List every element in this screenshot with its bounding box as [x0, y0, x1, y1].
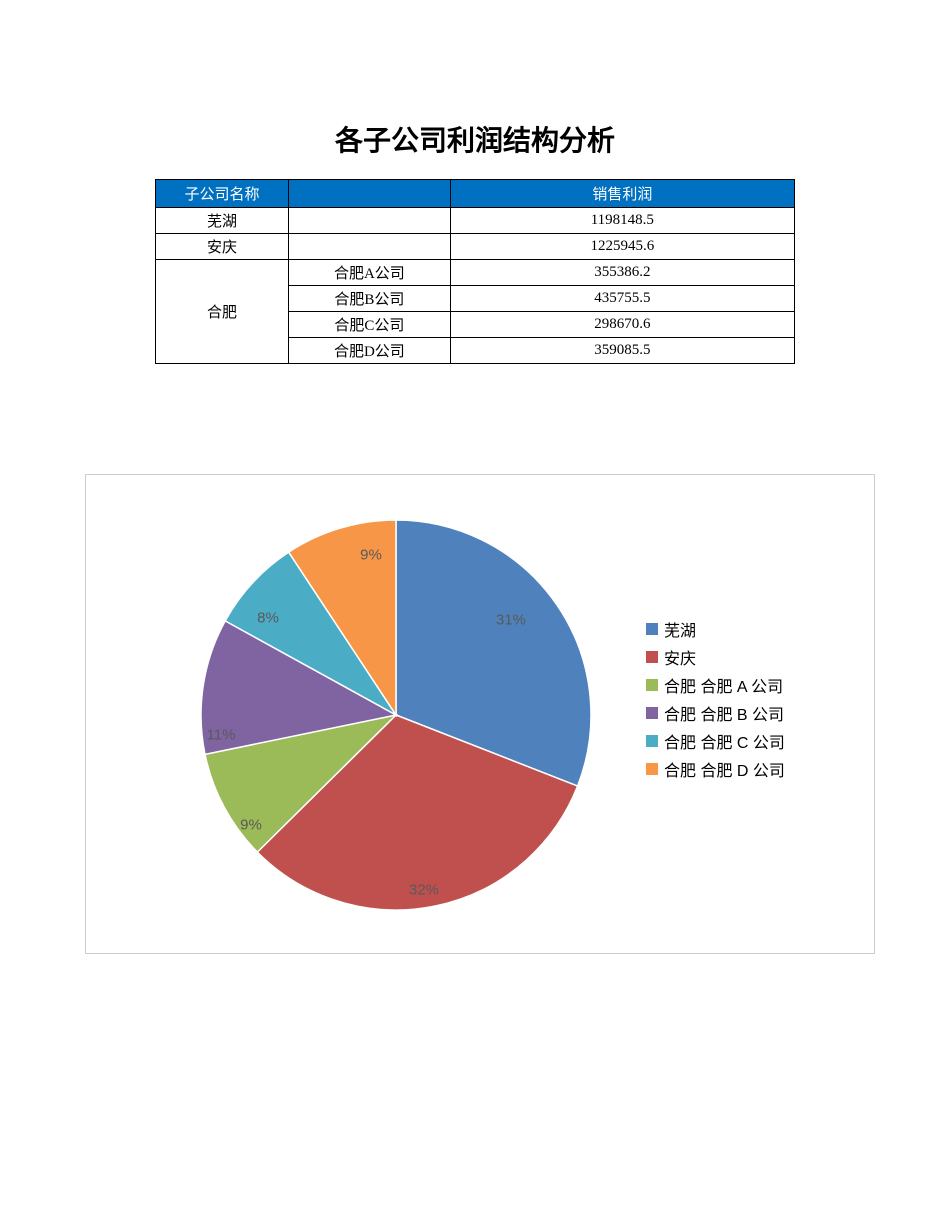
cell-sub: [289, 207, 451, 233]
legend-swatch: [646, 623, 658, 635]
legend-swatch: [646, 707, 658, 719]
cell-profit: 355386.2: [450, 259, 794, 285]
table-header-row: 子公司名称 销售利润: [156, 179, 795, 207]
col-header-profit: 销售利润: [450, 179, 794, 207]
cell-profit: 1198148.5: [450, 207, 794, 233]
legend-swatch: [646, 763, 658, 775]
cell-company: 芜湖: [156, 207, 289, 233]
cell-profit: 435755.5: [450, 285, 794, 311]
cell-sub: 合肥B公司: [289, 285, 451, 311]
cell-sub: 合肥D公司: [289, 337, 451, 363]
cell-sub: 合肥C公司: [289, 311, 451, 337]
legend-item: 合肥 合肥 A 公司: [646, 673, 785, 697]
slice-percent-label: 32%: [409, 881, 439, 898]
page-title: 各子公司利润结构分析: [0, 119, 950, 159]
cell-sub: 合肥A公司: [289, 259, 451, 285]
table-row: 合肥合肥A公司355386.2: [156, 259, 795, 285]
legend-item: 合肥 合肥 C 公司: [646, 729, 785, 753]
table-row: 芜湖 1198148.5: [156, 207, 795, 233]
legend-label: 安庆: [664, 645, 696, 669]
legend-label: 合肥 合肥 B 公司: [664, 701, 784, 725]
slice-percent-label: 9%: [240, 816, 262, 833]
slice-percent-label: 9%: [360, 546, 382, 563]
legend-label: 合肥 合肥 C 公司: [664, 729, 785, 753]
legend-label: 合肥 合肥 A 公司: [664, 673, 783, 697]
col-header-company: 子公司名称: [156, 179, 289, 207]
cell-profit: 298670.6: [450, 311, 794, 337]
legend-item: 合肥 合肥 D 公司: [646, 757, 785, 781]
cell-company: 合肥: [156, 259, 289, 363]
slice-percent-label: 31%: [496, 611, 526, 628]
cell-company: 安庆: [156, 233, 289, 259]
pie-chart-container: 芜湖安庆合肥 合肥 A 公司合肥 合肥 B 公司合肥 合肥 C 公司合肥 合肥 …: [85, 474, 875, 954]
legend-swatch: [646, 679, 658, 691]
slice-percent-label: 11%: [207, 726, 236, 743]
pie-chart: [201, 520, 591, 910]
cell-profit: 359085.5: [450, 337, 794, 363]
slice-percent-label: 8%: [257, 609, 279, 626]
legend-swatch: [646, 735, 658, 747]
legend-swatch: [646, 651, 658, 663]
legend-item: 合肥 合肥 B 公司: [646, 701, 785, 725]
legend-label: 合肥 合肥 D 公司: [664, 757, 785, 781]
chart-legend: 芜湖安庆合肥 合肥 A 公司合肥 合肥 B 公司合肥 合肥 C 公司合肥 合肥 …: [646, 613, 785, 785]
col-header-sub: [289, 179, 451, 207]
legend-label: 芜湖: [664, 617, 696, 641]
legend-item: 芜湖: [646, 617, 785, 641]
profit-table: 子公司名称 销售利润 芜湖1198148.5安庆1225945.6合肥合肥A公司…: [155, 179, 795, 364]
table-row: 安庆 1225945.6: [156, 233, 795, 259]
cell-sub: [289, 233, 451, 259]
cell-profit: 1225945.6: [450, 233, 794, 259]
legend-item: 安庆: [646, 645, 785, 669]
